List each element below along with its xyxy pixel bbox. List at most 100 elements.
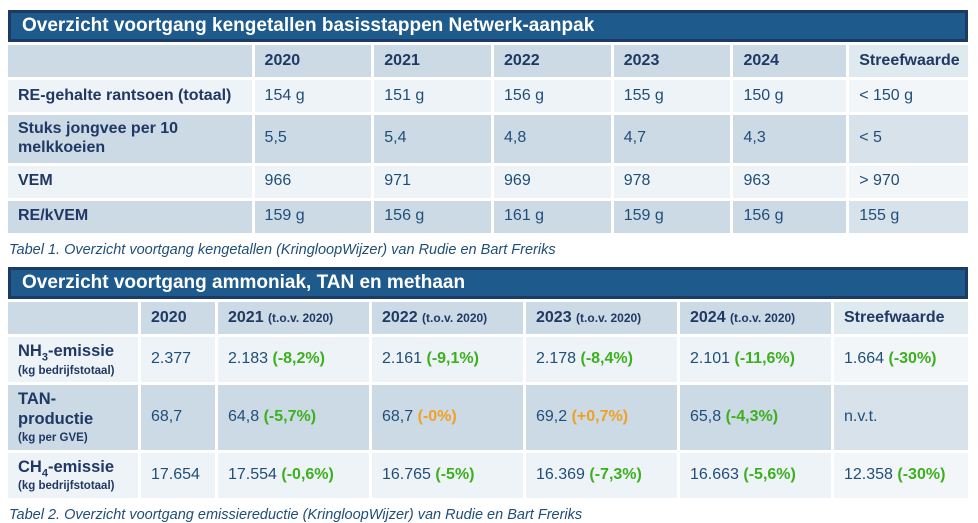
value-cell: 971: [374, 165, 492, 198]
table1-col-2023: 2023: [613, 45, 731, 77]
table1-row-re-kvem: RE/kVEM 159 g 156 g 161 g 159 g 156 g 15…: [8, 200, 968, 233]
value-cell: 68,7: [141, 385, 215, 450]
percent-change: (-5%): [435, 465, 475, 483]
table2-row-ch4: CH4-emissie (kg bedrijfstotaal) 17.654 1…: [8, 452, 968, 498]
value-cell: 966: [254, 165, 372, 198]
value-cell: 2.183 (-8,2%): [218, 337, 369, 383]
table2-header-row: 2020 2021 (t.o.v. 2020) 2022 (t.o.v. 202…: [8, 302, 968, 335]
value-cell: 69,2 (+0,7%): [526, 385, 677, 450]
row-label: VEM: [8, 165, 252, 198]
value-cell: 16.663 (-5,6%): [680, 452, 831, 498]
row-label: TAN-productie (kg per GVE): [8, 385, 138, 450]
row-label: CH4-emissie (kg bedrijfstotaal): [8, 452, 138, 498]
target-cell: > 970: [849, 165, 968, 198]
percent-change: (-8,2%): [272, 350, 325, 368]
table1-row-vem: VEM 966 971 969 978 963 > 970: [8, 165, 968, 198]
table1-col-2024: 2024: [733, 45, 847, 77]
row-label: RE-gehalte rantsoen (totaal): [8, 80, 252, 112]
row-label: NH3-emissie (kg bedrijfstotaal): [8, 337, 138, 383]
value-cell: 2.178 (-8,4%): [526, 337, 677, 383]
table2-title-bar: Overzicht voortgang ammoniak, TAN en met…: [8, 267, 968, 300]
value-cell: 5,4: [374, 115, 492, 163]
value-cell: 64,8 (-5,7%): [218, 385, 369, 450]
target-cell: 1.664 (-30%): [834, 337, 968, 383]
table2-col-2024: 2024 (t.o.v. 2020): [680, 302, 831, 335]
value-cell: 2.101 (-11,6%): [680, 337, 831, 383]
value-cell: 16.765 (-5%): [372, 452, 523, 498]
percent-change: (-11,6%): [734, 350, 795, 368]
target-cell: 155 g: [849, 200, 968, 233]
value-cell: 156 g: [494, 80, 611, 112]
value-cell: 4,7: [613, 115, 731, 163]
value-cell: 154 g: [254, 80, 372, 112]
row-label: RE/kVEM: [8, 200, 252, 233]
table1-section: Overzicht voortgang kengetallen basissta…: [8, 10, 970, 258]
target-cell: 12.358 (-30%): [834, 452, 968, 498]
table2: 2020 2021 (t.o.v. 2020) 2022 (t.o.v. 202…: [5, 299, 971, 500]
subscript: 4: [41, 467, 48, 479]
target-cell: < 5: [849, 115, 968, 163]
percent-change: (-7,3%): [589, 465, 642, 483]
row-label: Stuks jongvee per 10 melkkoeien: [8, 115, 252, 163]
table1: 2020 2021 2022 2023 2024 Streefwaarde RE…: [5, 42, 971, 236]
row-label-unit: (kg bedrijfstotaal): [18, 364, 115, 377]
value-cell: 68,7 (-0%): [372, 385, 523, 450]
value-cell: 16.369 (-7,3%): [526, 452, 677, 498]
table2-col-2020: 2020: [141, 302, 215, 335]
percent-change: (-4,3%): [725, 408, 779, 426]
table1-row-re-gehalte: RE-gehalte rantsoen (totaal) 154 g 151 g…: [8, 80, 968, 112]
target-cell: n.v.t.: [834, 385, 968, 450]
table1-col-2020: 2020: [254, 45, 372, 77]
value-cell: 159 g: [254, 200, 372, 233]
percent-change: (-30%): [888, 350, 937, 368]
table1-corner-cell: [8, 45, 252, 77]
percent-change: (-5,6%): [743, 465, 796, 483]
percent-change: (-5,7%): [263, 408, 317, 426]
table1-caption: Tabel 1. Overzicht voortgang kengetallen…: [9, 241, 556, 258]
value-cell: 150 g: [733, 80, 847, 112]
table2-col-2023: 2023 (t.o.v. 2020): [526, 302, 677, 335]
value-cell: 17.654: [141, 452, 215, 498]
table2-row-tan: TAN-productie (kg per GVE) 68,7 64,8 (-5…: [8, 385, 968, 450]
value-cell: 65,8 (-4,3%): [680, 385, 831, 450]
table2-row-nh3: NH3-emissie (kg bedrijfstotaal) 2.377 2.…: [8, 337, 968, 383]
value-cell: 4,3: [733, 115, 847, 163]
table1-col-2021: 2021: [374, 45, 492, 77]
table2-col-streefwaarde: Streefwaarde: [834, 302, 968, 335]
target-cell: < 150 g: [849, 80, 968, 112]
table2-col-2021: 2021 (t.o.v. 2020): [218, 302, 369, 335]
value-cell: 2.377: [141, 337, 215, 383]
table1-row-jongvee: Stuks jongvee per 10 melkkoeien 5,5 5,4 …: [8, 115, 968, 163]
table2-corner-cell: [8, 302, 138, 335]
table1-col-streefwaarde: Streefwaarde: [849, 45, 968, 77]
percent-change: (+0,7%): [571, 408, 629, 426]
value-cell: 159 g: [613, 200, 731, 233]
table1-header-row: 2020 2021 2022 2023 2024 Streefwaarde: [8, 45, 968, 77]
table2-title: Overzicht voortgang ammoniak, TAN en met…: [22, 272, 466, 294]
value-cell: 161 g: [494, 200, 611, 233]
value-cell: 969: [494, 165, 611, 198]
table2-section: Overzicht voortgang ammoniak, TAN en met…: [8, 267, 970, 523]
table1-title: Overzicht voortgang kengetallen basissta…: [22, 15, 595, 36]
row-label-unit: (kg per GVE): [18, 432, 88, 445]
table2-caption: Tabel 2. Overzicht voortgang emissieredu…: [9, 506, 583, 523]
percent-change: (-8,4%): [580, 350, 633, 368]
value-cell: 978: [613, 165, 731, 198]
value-cell: 963: [733, 165, 847, 198]
value-cell: 155 g: [613, 80, 731, 112]
percent-change: (-9,1%): [426, 350, 479, 368]
table1-col-2022: 2022: [494, 45, 611, 77]
value-cell: 151 g: [374, 80, 492, 112]
value-cell: 156 g: [733, 200, 847, 233]
value-cell: 17.554 (-0,6%): [218, 452, 369, 498]
value-cell: 5,5: [254, 115, 372, 163]
table2-col-2022: 2022 (t.o.v. 2020): [372, 302, 523, 335]
percent-change: (-0%): [417, 408, 457, 426]
percent-change: (-0,6%): [281, 465, 334, 483]
percent-change: (-30%): [897, 465, 946, 483]
value-cell: 156 g: [374, 200, 492, 233]
subscript: 3: [41, 351, 48, 364]
value-cell: 4,8: [494, 115, 611, 163]
value-cell: 2.161 (-9,1%): [372, 337, 523, 383]
